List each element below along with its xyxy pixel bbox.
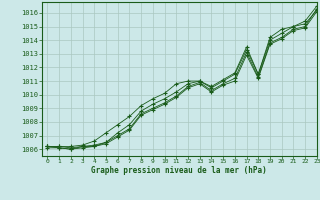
X-axis label: Graphe pression niveau de la mer (hPa): Graphe pression niveau de la mer (hPa)	[91, 166, 267, 175]
